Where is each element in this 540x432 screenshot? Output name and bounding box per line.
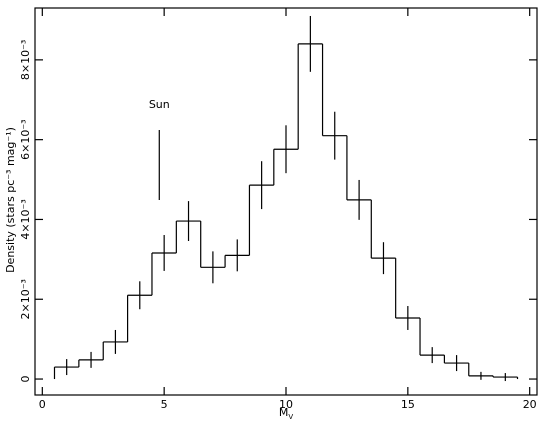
y-tick-label: 4×10⁻³ (19, 199, 32, 239)
x-label-main: M (279, 406, 289, 419)
x-tick-label: 5 (161, 398, 168, 411)
annotation-text: Sun (149, 98, 170, 111)
x-axis-label: MV (279, 406, 294, 421)
y-axis-label: Density (stars pc⁻³ mag⁻¹) (4, 127, 17, 273)
x-label-sub: V (288, 413, 293, 421)
y-tick-label: 0 (19, 376, 32, 383)
y-tick-label: 2×10⁻³ (19, 279, 32, 319)
y-tick-label: 6×10⁻³ (19, 119, 32, 159)
x-tick-label: 0 (39, 398, 46, 411)
x-tick-label: 15 (401, 398, 415, 411)
plot-frame (34, 7, 538, 396)
x-tick-label: 10 (279, 398, 293, 411)
x-tick-label: 20 (523, 398, 537, 411)
y-tick-label: 8×10⁻³ (19, 40, 32, 80)
